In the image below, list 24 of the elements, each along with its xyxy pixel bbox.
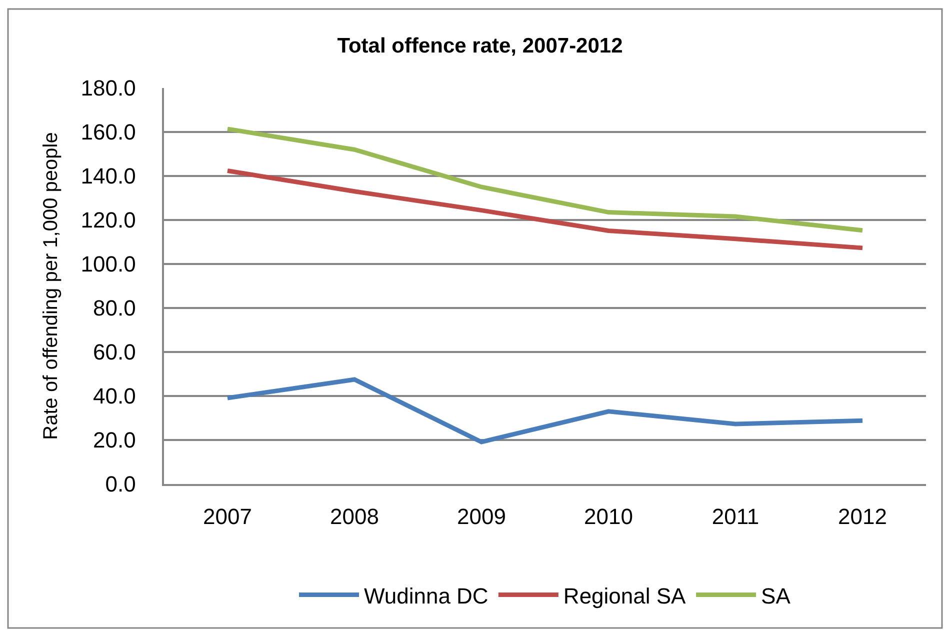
chart-title: Total offence rate, 2007-2012 bbox=[337, 34, 623, 58]
y-tick-label: 80.0 bbox=[93, 296, 136, 321]
x-tick-label: 2010 bbox=[584, 504, 633, 530]
y-tick-label: 40.0 bbox=[93, 384, 136, 409]
y-tick-label: 60.0 bbox=[93, 340, 136, 365]
x-tick-label: 2011 bbox=[712, 504, 760, 530]
x-tick-label: 2012 bbox=[838, 504, 887, 530]
y-tick-label: 100.0 bbox=[80, 252, 136, 277]
legend-label: Regional SA bbox=[563, 583, 686, 608]
x-tick-label: 2007 bbox=[203, 504, 252, 530]
y-tick-label: 120.0 bbox=[80, 208, 136, 233]
y-tick-label: 140.0 bbox=[80, 164, 136, 189]
line-series bbox=[225, 126, 865, 233]
y-tick-label: 0.0 bbox=[105, 472, 136, 497]
y-tick-label: 20.0 bbox=[93, 428, 136, 453]
line-series bbox=[225, 377, 865, 444]
x-tick-label: 2009 bbox=[457, 504, 506, 530]
legend-label: SA bbox=[761, 583, 791, 608]
legend-label: Wudinna DC bbox=[364, 583, 488, 608]
x-tick-label: 2008 bbox=[330, 504, 379, 530]
y-axis-title: Rate of offending per 1,000 people bbox=[40, 132, 62, 440]
y-tick-label: 180.0 bbox=[80, 76, 136, 101]
line-series bbox=[225, 168, 865, 250]
y-tick-label: 160.0 bbox=[80, 120, 136, 145]
